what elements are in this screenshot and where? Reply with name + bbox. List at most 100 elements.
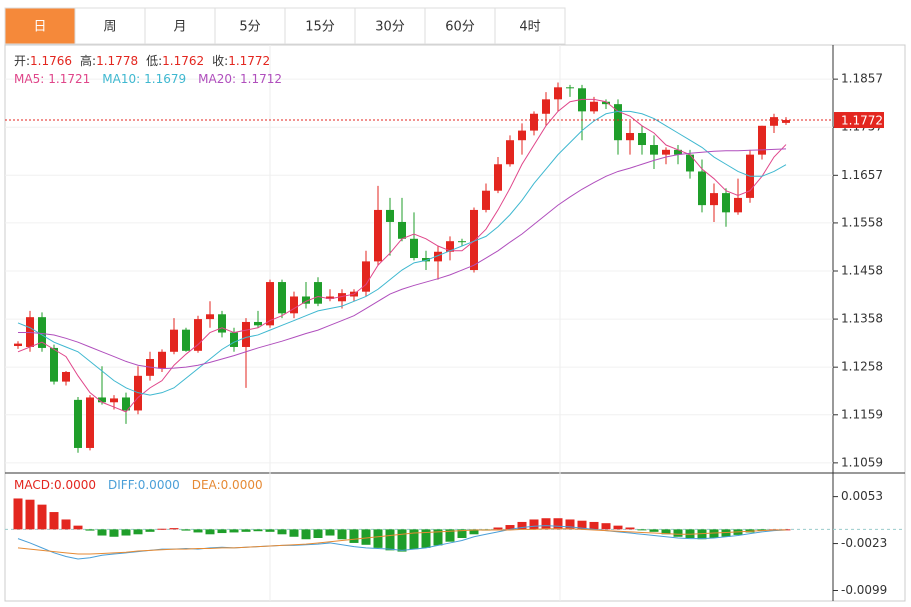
candle-body [170, 329, 178, 352]
macd-bar [757, 529, 767, 531]
candle-body [386, 209, 394, 222]
candle-body [266, 282, 274, 326]
tab[interactable]: 周 [74, 7, 146, 45]
macd-bar [109, 529, 119, 537]
ma-legend: MA5: 1.1721 MA10: 1.1679 MA20: 1.1712 [14, 72, 282, 86]
candle-body [686, 154, 694, 172]
tab[interactable]: 60分 [424, 7, 496, 45]
tab[interactable]: 日 [4, 7, 76, 45]
candle-body [326, 296, 334, 299]
tab-label: 4时 [519, 20, 540, 35]
macd-bar [529, 519, 539, 530]
ma-name: MA10 [102, 72, 136, 86]
macd-bar [373, 529, 383, 548]
macd-bar [673, 529, 683, 537]
candle-body [314, 282, 322, 304]
y-tick-label: -0.0023 [841, 536, 887, 550]
ma-line [18, 148, 787, 370]
candle-body [662, 149, 670, 155]
candle-body [362, 261, 370, 292]
y-tick-label: 1.1159 [841, 407, 883, 421]
macd-bar [49, 512, 59, 530]
candle-body [470, 209, 478, 271]
macd-bar [289, 529, 299, 537]
candle-body [206, 314, 214, 320]
candle-body [338, 293, 346, 302]
ohlc-value: 1.1762 [162, 54, 204, 68]
candle-body [770, 117, 778, 126]
candle-body [158, 351, 166, 369]
macd-bar [709, 529, 719, 538]
ma-line [17, 98, 787, 413]
macd-bar [469, 529, 479, 535]
macd-legend: MACD:0.0000 DIFF:0.0000 DEA:0.0000 [14, 478, 263, 492]
macd-bar [409, 529, 419, 550]
candle-body [554, 87, 562, 100]
tab[interactable]: 30分 [354, 7, 426, 45]
candle-body [410, 238, 418, 259]
macd-value: 0.0000 [138, 478, 180, 492]
candle-body [602, 101, 610, 105]
macd-bar [85, 529, 95, 531]
y-tick-label: 1.1358 [841, 312, 883, 326]
tab[interactable]: 月 [144, 7, 216, 45]
y-tick-label: 1.1059 [841, 455, 883, 469]
macd-bar [685, 529, 695, 538]
macd-sep: : [50, 478, 54, 492]
macd-bar [193, 529, 203, 533]
macd-bar [553, 518, 563, 530]
candle-body [638, 132, 646, 146]
macd-value: 0.0000 [221, 478, 263, 492]
macd-name: DIFF [108, 478, 135, 492]
tab-label: 30分 [375, 20, 405, 35]
y-tick-label: 1.1258 [841, 360, 883, 374]
candle-body [530, 113, 538, 131]
ma-name: MA5 [14, 72, 40, 86]
candle-body [110, 398, 118, 403]
candle-body [38, 317, 46, 348]
macd-bar [73, 525, 83, 530]
candle-body [590, 101, 598, 112]
macd-bar [157, 528, 167, 530]
candle-body [626, 132, 634, 141]
macd-bar [13, 498, 23, 530]
macd-bar [577, 520, 587, 530]
candle-body [98, 397, 106, 403]
tab[interactable]: 5分 [214, 7, 286, 45]
candle-body [182, 329, 190, 351]
candle-body [506, 140, 514, 165]
candle-body [122, 397, 130, 411]
candle-body [566, 87, 574, 89]
tab[interactable]: 4时 [494, 7, 566, 45]
candle-body [302, 296, 310, 304]
macd-bar [25, 499, 35, 530]
tab-bg [354, 7, 426, 45]
macd-bar [385, 529, 395, 551]
tab[interactable]: 15分 [284, 7, 356, 45]
ma-sep: : [136, 72, 140, 86]
tab-label: 月 [173, 20, 186, 35]
macd-name: MACD [14, 478, 50, 492]
candle-body [278, 282, 286, 314]
macd-bar [661, 529, 671, 535]
macd-bar [301, 529, 311, 540]
macd-bar [265, 529, 275, 532]
tab-label: 60分 [445, 20, 475, 35]
candle-body [194, 319, 202, 351]
tab-label: 周 [103, 20, 116, 35]
macd-bar [229, 529, 239, 533]
candle-body [74, 399, 82, 448]
y-tick-label: 1.1558 [841, 215, 883, 229]
candle-body [50, 347, 58, 382]
macd-bar [121, 529, 131, 536]
candle-body [14, 343, 22, 347]
tab-bg [4, 7, 76, 45]
candle-body [614, 104, 622, 141]
ma-line [17, 110, 787, 396]
macd-bar [169, 528, 179, 530]
macd-bar [457, 529, 467, 538]
macd-bar [133, 529, 143, 535]
candle-body [242, 321, 250, 347]
candle-body [422, 258, 430, 262]
ma-sep: : [232, 72, 236, 86]
